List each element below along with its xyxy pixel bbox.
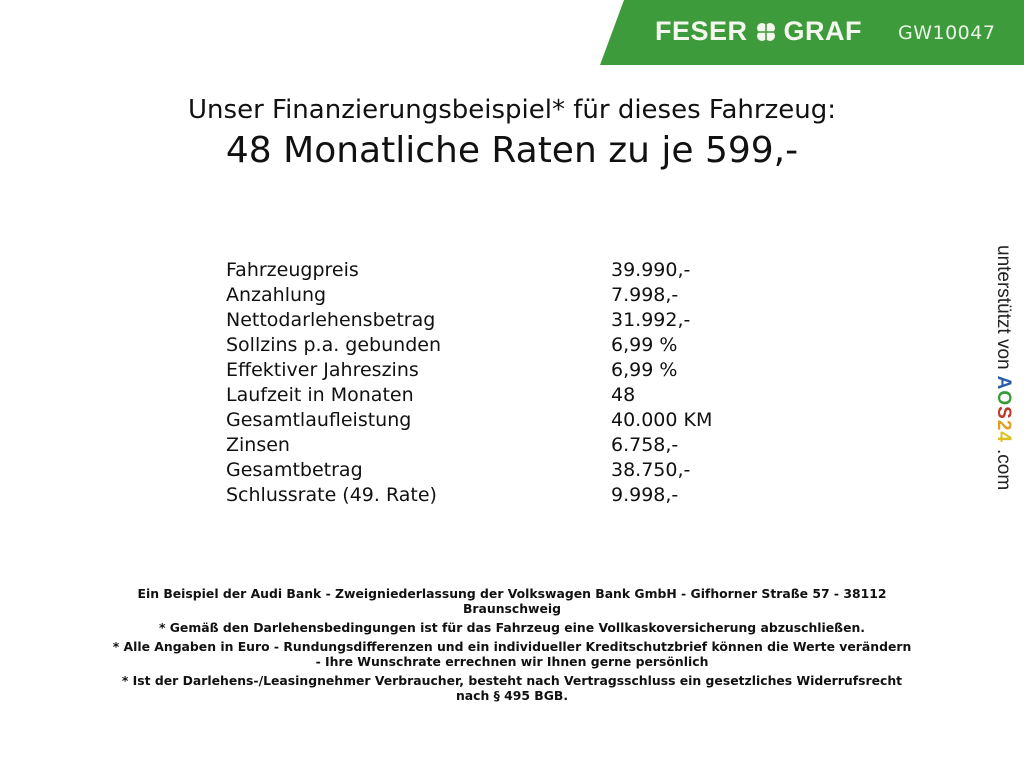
row-label: Effektiver Jahreszins: [226, 359, 419, 381]
disclaimer-line: * Gemäß den Darlehensbedingungen ist für…: [158, 620, 866, 635]
disclaimer-line: Braunschweig: [462, 601, 562, 616]
page-subtitle: Unser Finanzierungsbeispiel* für dieses …: [188, 95, 836, 125]
brand-name-left: FESER: [655, 16, 748, 46]
row-value: 31.992,-: [611, 309, 691, 331]
disclaimer-line: Ein Beispiel der Audi Bank - Zweignieder…: [137, 586, 887, 601]
table-row: Sollzins p.a. gebunden 6,99 %: [226, 333, 712, 358]
powered-by-text: unterstützt von: [993, 245, 1014, 370]
disclaimer-line: - Ihre Wunschrate errechnen wir Ihnen ge…: [315, 654, 709, 669]
footer-disclaimer: Ein Beispiel der Audi Bank - Zweignieder…: [0, 586, 1024, 707]
row-value: 40.000 KM: [611, 409, 713, 431]
brand-name-right: GRAF: [783, 16, 863, 46]
brand-banner: [600, 0, 1024, 65]
row-label: Sollzins p.a. gebunden: [226, 334, 441, 356]
table-row: Gesamtbetrag 38.750,-: [226, 458, 712, 483]
row-label: Zinsen: [226, 434, 290, 456]
disclaimer-paragraph: * Alle Angaben in Euro - Rundungsdiffere…: [0, 639, 1024, 669]
table-row: Nettodarlehensbetrag 31.992,-: [226, 308, 712, 333]
table-row: Effektiver Jahreszins 6,99 %: [226, 358, 712, 383]
row-label: Fahrzeugpreis: [226, 259, 359, 281]
disclaimer-paragraph: Ein Beispiel der Audi Bank - Zweignieder…: [0, 586, 1024, 616]
disclaimer-line: * Alle Angaben in Euro - Rundungsdiffere…: [112, 639, 912, 654]
financing-table: Fahrzeugpreis 39.990,- Anzahlung 7.998,- Net…: [226, 258, 712, 508]
row-label: Schlussrate (49. Rate): [226, 484, 437, 506]
row-label: Gesamtlaufleistung: [226, 409, 412, 431]
table-row: Anzahlung 7.998,-: [226, 283, 712, 308]
disclaimer-paragraph: * Ist der Darlehens-/Leasingnehmer Verbr…: [0, 673, 1024, 703]
powered-by: unterstützt von AOS24 .com: [984, 245, 1014, 530]
aos24-logo: AOS24: [993, 375, 1014, 443]
powered-by-suffix: .com: [993, 448, 1014, 491]
table-row: Laufzeit in Monaten 48: [226, 383, 712, 408]
table-row: Gesamtlaufleistung 40.000 KM: [226, 408, 712, 433]
table-row: Zinsen 6.758,-: [226, 433, 712, 458]
row-label: Anzahlung: [226, 284, 327, 306]
row-value: 38.750,-: [611, 459, 691, 481]
disclaimer-line: * Ist der Darlehens-/Leasingnehmer Verbr…: [121, 673, 903, 688]
disclaimer-paragraph: * Gemäß den Darlehensbedingungen ist für…: [0, 620, 1024, 635]
row-value: 9.998,-: [611, 484, 679, 506]
row-value: 6.758,-: [611, 434, 679, 456]
row-value: 7.998,-: [611, 284, 679, 306]
vehicle-code: GW10047: [898, 22, 996, 44]
brand-logo: FESER GRAF: [655, 16, 862, 47]
table-row: Schlussrate (49. Rate) 9.998,-: [226, 483, 712, 508]
disclaimer-line: nach § 495 BGB.: [455, 688, 569, 703]
row-value: 48: [611, 384, 636, 406]
row-value: 39.990,-: [611, 259, 691, 281]
clover-icon: [756, 22, 775, 41]
page-title: 48 Monatliche Raten zu je 599,-: [225, 130, 799, 171]
row-value: 6,99 %: [611, 334, 678, 356]
row-label: Laufzeit in Monaten: [226, 384, 414, 406]
row-label: Nettodarlehensbetrag: [226, 309, 436, 331]
row-value: 6,99 %: [611, 359, 678, 381]
table-row: Fahrzeugpreis 39.990,-: [226, 258, 712, 283]
row-label: Gesamtbetrag: [226, 459, 363, 481]
